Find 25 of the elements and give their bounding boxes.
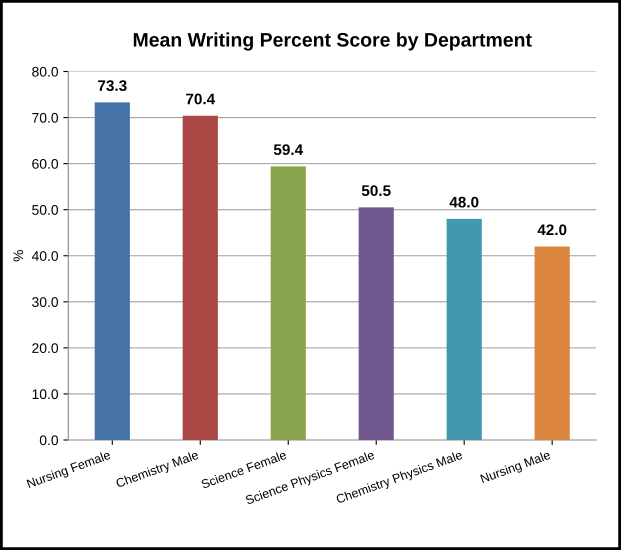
data-label: 48.0 [450,196,478,208]
x-tick-label: Nursing Female [26,450,112,490]
y-axis-title: % [13,250,24,262]
y-tick-label: 80.0 [32,66,58,77]
y-tick-label: 70.0 [32,112,58,123]
data-label: 50.5 [362,185,391,196]
data-label: 70.4 [186,94,216,104]
chart-title: Mean Writing Percent Score by Department [134,32,532,51]
y-tick-label: 0.0 [40,435,58,446]
data-label: 73.3 [98,80,127,92]
y-tick-label: 40.0 [32,251,58,261]
y-tick-label: 20.0 [32,343,58,354]
bar [94,102,130,440]
data-label: 59.4 [274,144,304,156]
bar [358,207,394,440]
y-tick-label: 30.0 [32,297,58,307]
bar [534,246,570,440]
bar [182,116,218,440]
y-tick-label: 60.0 [32,158,58,169]
bar [446,218,482,440]
data-label: 42.0 [538,224,566,236]
bar [270,166,306,440]
y-tick-label: 10.0 [32,389,58,400]
y-tick-label: 50.0 [32,205,58,215]
x-tick-label: Nursing Male [480,450,552,486]
